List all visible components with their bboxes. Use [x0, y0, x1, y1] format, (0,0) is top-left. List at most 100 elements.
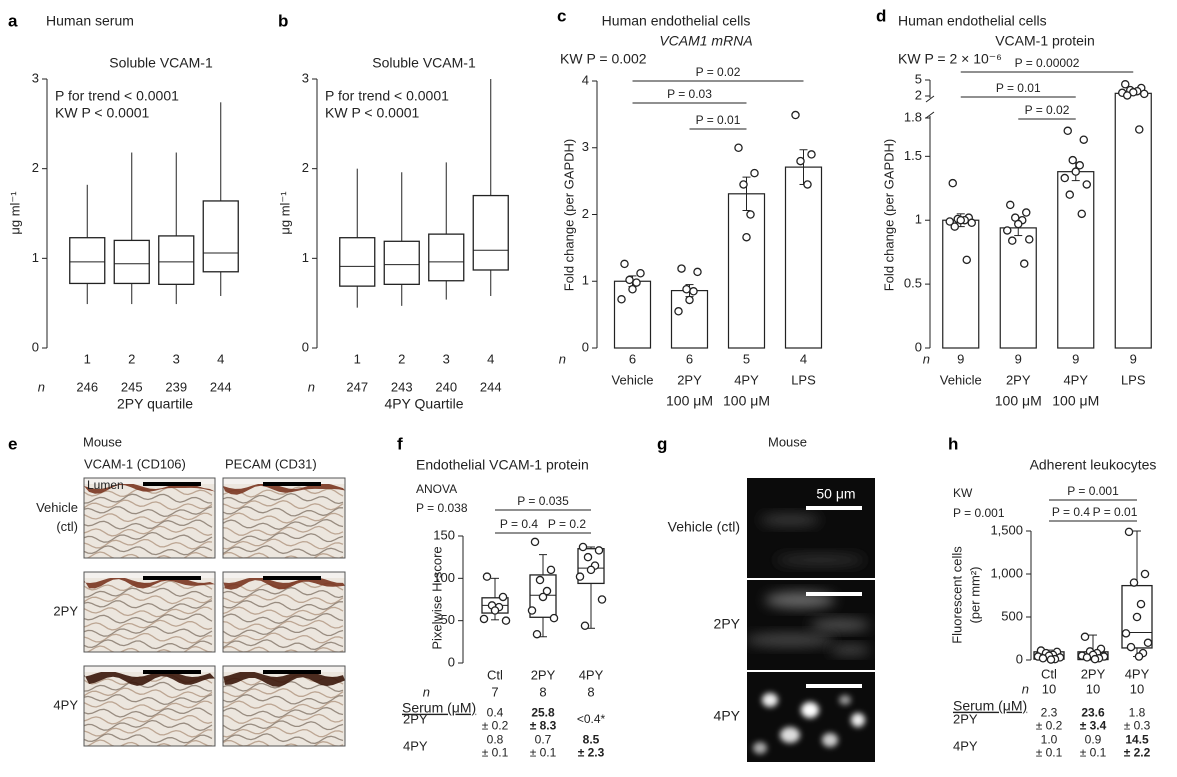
- data-point: [625, 275, 634, 285]
- tissue-fiber: [84, 600, 213, 612]
- panel-title: Adherent leukocytes: [1030, 457, 1157, 473]
- data-point: [617, 295, 626, 304]
- n-value: 247: [346, 379, 368, 394]
- data-point: [796, 156, 805, 166]
- image-border: [222, 477, 346, 559]
- data-point: [597, 595, 607, 604]
- x-tick-label: 2PY: [531, 667, 556, 682]
- n-label: n: [559, 351, 566, 366]
- data-point: [807, 150, 816, 159]
- table-cell: ± 2.3: [578, 746, 605, 760]
- y-tick-label: 3: [32, 70, 39, 85]
- tissue-fiber: [84, 531, 213, 544]
- table-cell: ± 0.2: [1036, 719, 1063, 733]
- x-tick-label: 3: [443, 351, 450, 366]
- data-point: [498, 592, 508, 602]
- data-point: [1135, 125, 1144, 134]
- y-tick-label: 0: [1016, 651, 1023, 666]
- data-point: [1071, 167, 1081, 176]
- y-tick-label: 3: [302, 70, 309, 85]
- tissue-fiber: [84, 619, 213, 631]
- bar: [727, 193, 766, 349]
- n-value: 6: [686, 351, 693, 366]
- y-tick-label: 50: [441, 612, 455, 627]
- x-tick-label: 2PY: [1006, 372, 1031, 387]
- row-label: 4PY: [714, 708, 741, 724]
- tissue-fiber: [84, 519, 213, 530]
- fluorescent-signal: [830, 645, 870, 655]
- data-point: [490, 606, 500, 615]
- tissue-fiber: [84, 687, 213, 699]
- fluorescent-signal: [810, 619, 870, 631]
- tissue-fiber: [84, 739, 213, 746]
- n-value: 4: [800, 351, 807, 366]
- data-point: [586, 565, 596, 575]
- annotation: KW P = 0.002: [560, 51, 647, 67]
- data-point: [1068, 155, 1078, 165]
- annotation: ANOVA: [416, 482, 457, 496]
- panel-subtitle: VCAM-1 protein: [995, 33, 1095, 49]
- axis-break: [925, 95, 935, 103]
- fluorescent-signal: [775, 554, 865, 566]
- data-point: [1121, 629, 1131, 638]
- panel-subtitle: Soluble VCAM-1: [109, 55, 213, 71]
- box: [472, 194, 509, 271]
- data-point: [1126, 642, 1136, 652]
- table-cell: 1.0: [1041, 733, 1058, 747]
- data-point: [583, 552, 593, 562]
- table-header: Serum (μM): [953, 698, 1027, 714]
- data-point: [546, 565, 556, 575]
- annotation: KW P < 0.0001: [55, 105, 150, 121]
- x-tick-label: 4PY: [1063, 372, 1088, 387]
- tissue-fiber: [223, 700, 344, 712]
- image-border: [222, 571, 346, 653]
- data-point: [1124, 527, 1134, 537]
- data-point: [945, 217, 955, 226]
- data-point: [791, 110, 800, 120]
- table-row-label: 2PY: [953, 711, 978, 726]
- y-tick-label: 1.5: [904, 148, 922, 163]
- panel-title: Endothelial VCAM-1 protein: [416, 457, 589, 473]
- n-value: 6: [629, 351, 636, 366]
- image-border: [222, 665, 346, 747]
- box: [69, 237, 106, 285]
- data-point: [575, 572, 585, 581]
- box: [113, 239, 150, 285]
- data-point: [1129, 578, 1139, 587]
- data-point: [549, 613, 559, 623]
- data-point: [1038, 654, 1048, 663]
- fluorescent-signal: [801, 702, 819, 718]
- x-axis-label: 4PY Quartile: [384, 396, 463, 412]
- x-tick-label: 2: [398, 351, 405, 366]
- image-content: [747, 478, 875, 578]
- y-axis-label: Fluorescent cells: [949, 546, 964, 644]
- tissue-fiber: [84, 632, 213, 644]
- y-axis-label: μg ml⁻¹: [7, 191, 22, 235]
- n-label: n: [308, 379, 315, 394]
- x-tick-label: 3: [173, 351, 180, 366]
- x-tick-label: 4PY: [1125, 666, 1150, 681]
- table-cell: 23.6: [1081, 706, 1105, 720]
- fluorescent-signal: [851, 713, 865, 727]
- x-tick-label: Vehicle: [612, 372, 654, 387]
- image-border: [83, 571, 216, 653]
- histology-image: [83, 477, 216, 559]
- n-value: 239: [165, 379, 187, 394]
- tissue-fiber: [84, 512, 213, 524]
- annotation: KW P < 0.0001: [325, 105, 420, 121]
- y-tick-label: 2: [915, 87, 922, 102]
- annotation: P for trend < 0.0001: [55, 88, 179, 104]
- data-point: [674, 307, 683, 316]
- comparison-label: P = 0.001: [1067, 484, 1119, 498]
- table-row-label: 4PY: [403, 738, 428, 753]
- dose-label: 100 μM: [723, 393, 770, 409]
- scale-bar: [143, 482, 201, 486]
- data-point: [739, 180, 748, 189]
- data-point: [578, 542, 588, 552]
- box: [339, 237, 376, 287]
- panel-subtitle: VCAM1 mRNA: [659, 33, 752, 49]
- row-label: (ctl): [56, 519, 78, 534]
- dose-label: 100 μM: [1052, 393, 1099, 409]
- n-value: 244: [480, 379, 502, 394]
